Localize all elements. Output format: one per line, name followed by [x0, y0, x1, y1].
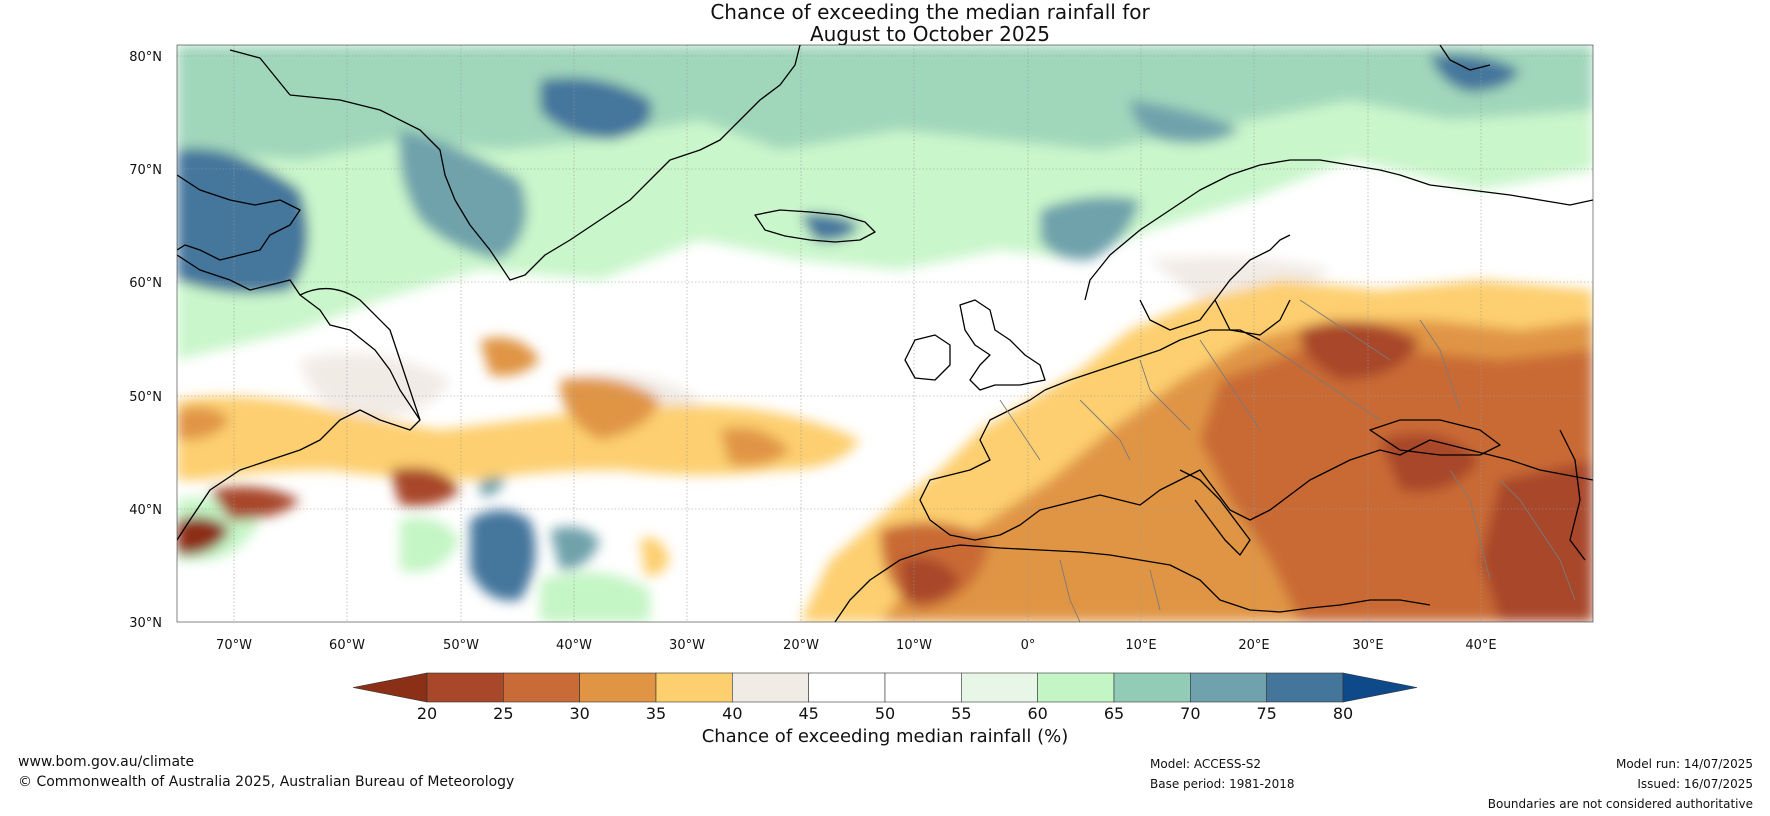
lon-label-40w: 40°W — [556, 638, 592, 653]
greenland-coast — [289, 45, 801, 281]
colorbar: 20 25 30 35 40 45 50 55 60 65 70 75 80 — [352, 672, 1418, 723]
lon-label-30w: 30°W — [669, 638, 705, 653]
colorbar-segment — [1190, 672, 1267, 703]
black-sea-coast — [1369, 419, 1501, 456]
colorbar-tick-label: 70 — [1180, 704, 1200, 723]
map-title-line2: August to October 2025 — [809, 22, 1051, 46]
colorbar-segment — [1113, 672, 1191, 703]
colorbar-arrow-high — [1342, 672, 1418, 703]
colorbar-tick-label: 65 — [1104, 704, 1124, 723]
scandinavia-coast — [1084, 159, 1593, 301]
longitude-labels: 70°W 60°W 50°W 40°W 30°W 20°W 10°W 0° 10… — [216, 638, 1497, 653]
colorbar-title: Chance of exceeding median rainfall (%) — [701, 726, 1069, 747]
colorbar-segment — [426, 672, 504, 703]
europe-coast — [919, 389, 1593, 541]
colorbar-tick-label: 55 — [951, 704, 971, 723]
lat-label-50: 50°N — [129, 390, 162, 405]
base-period-text: Base period: 1981-2018 — [1150, 777, 1295, 791]
colorbar-tick-label: 35 — [646, 704, 666, 723]
colorbar-segment — [884, 672, 962, 703]
lat-label-80: 80°N — [129, 50, 162, 65]
website-text: www.bom.gov.au/climate — [18, 754, 195, 770]
colorbar-segment — [503, 672, 580, 703]
ireland-coast — [904, 334, 951, 381]
map-panel — [177, 45, 1593, 622]
coastlines — [177, 45, 1593, 622]
lat-label-40: 40°N — [129, 503, 162, 518]
colorbar-segment — [579, 672, 657, 703]
colorbar-segment — [1037, 672, 1115, 703]
lon-label-40e: 40°E — [1465, 638, 1496, 653]
colorbar-tick-label: 25 — [493, 704, 513, 723]
lon-label-10w: 10°W — [896, 638, 932, 653]
country-borders — [999, 299, 1576, 622]
map-frame — [176, 44, 1594, 623]
disclaimer-text: Boundaries are not considered authoritat… — [1487, 797, 1753, 811]
colorbar-tick-label: 75 — [1256, 704, 1276, 723]
britain-coast — [959, 299, 1046, 391]
colorbar-segment — [732, 672, 809, 703]
lon-label-0: 0° — [1021, 638, 1036, 653]
lon-label-10e: 10°E — [1125, 638, 1156, 653]
lon-label-50w: 50°W — [443, 638, 479, 653]
lon-label-20e: 20°E — [1238, 638, 1269, 653]
lon-label-70w: 70°W — [216, 638, 252, 653]
rainfall-probability-shading — [177, 45, 1593, 622]
colorbar-arrow-low — [352, 672, 428, 703]
lon-label-20w: 20°W — [783, 638, 819, 653]
colorbar-tick-label: 40 — [722, 704, 742, 723]
colorbar-segment — [655, 672, 733, 703]
lat-label-70: 70°N — [129, 163, 162, 178]
graticule — [177, 45, 1593, 622]
colorbar-segment — [1266, 672, 1344, 703]
issued-text: Issued: 16/07/2025 — [1637, 777, 1753, 791]
model-text: Model: ACCESS-S2 — [1150, 757, 1262, 771]
north-africa-coast — [834, 544, 1431, 622]
model-run-text: Model run: 14/07/2025 — [1615, 757, 1753, 771]
colorbar-segment — [961, 672, 1038, 703]
lat-label-30: 30°N — [129, 616, 162, 631]
colorbar-tick-label: 50 — [875, 704, 895, 723]
colorbar-segment — [808, 672, 886, 703]
colorbar-tick-label: 30 — [569, 704, 589, 723]
canada-coast — [177, 174, 301, 261]
colorbar-tick-label: 20 — [417, 704, 437, 723]
latitude-labels: 80°N 70°N 60°N 50°N 40°N 30°N — [129, 50, 162, 631]
iceland-coast — [754, 209, 876, 243]
lon-label-30e: 30°E — [1352, 638, 1383, 653]
italy-coast — [1179, 469, 1251, 556]
colorbar-tick-label: 80 — [1333, 704, 1353, 723]
lon-label-60w: 60°W — [329, 638, 365, 653]
colorbar-tick-label: 45 — [798, 704, 818, 723]
map-title-line1: Chance of exceeding the median rainfall … — [710, 0, 1150, 24]
copyright-text: © Commonwealth of Australia 2025, Austra… — [18, 774, 515, 790]
lat-label-60: 60°N — [129, 276, 162, 291]
colorbar-tick-label: 60 — [1027, 704, 1047, 723]
